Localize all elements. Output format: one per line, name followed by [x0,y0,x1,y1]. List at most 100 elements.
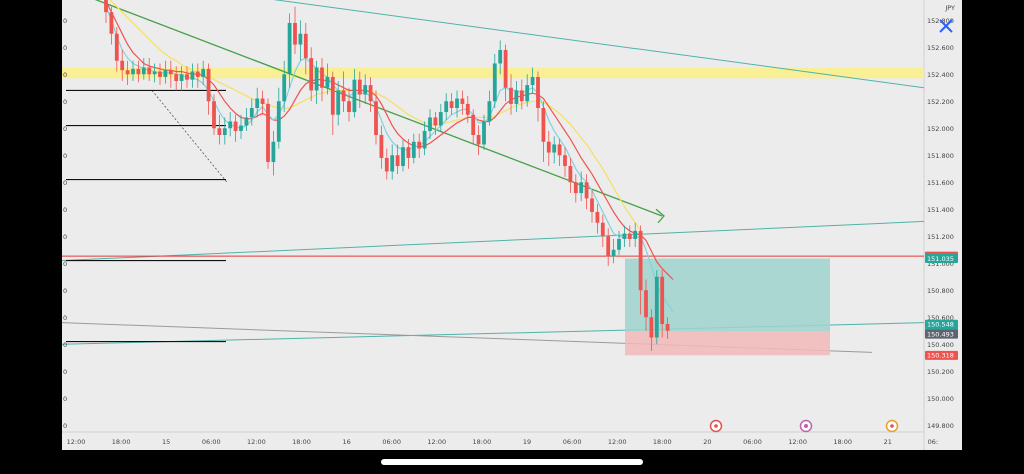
candle-body [390,155,395,172]
x-tick-label: 15 [162,438,170,446]
price-chart[interactable]: 152.8000152.6000152.4000152.2000152.0000… [62,0,962,450]
y-tick-label: 151.800 [927,152,954,160]
candle-body [120,60,125,71]
y-tick-label: 152.400 [927,71,954,79]
candle-body [325,76,330,88]
candle-body [633,230,638,239]
candle-body [471,114,476,135]
x-tick-label: 06:00 [743,438,762,446]
candle-body [568,166,573,183]
y-tick-label: 151.600 [927,179,954,187]
candle-body [411,141,416,158]
y-tick-label: 152.000 [927,125,954,133]
y-tick-stub: 0 [63,152,67,160]
arrow-line [94,0,663,217]
candle-body [503,49,508,88]
candle-body [190,71,195,80]
candle-body [595,211,600,223]
candle-body [233,121,238,131]
candle-body [514,90,519,104]
y-tick-label: 151.400 [927,206,954,214]
candle-body [627,233,632,239]
x-tick-label: 18:00 [473,438,492,446]
y-tick-stub: 0 [63,287,67,295]
candle-body [482,121,486,145]
event-icons[interactable] [709,419,899,433]
candle-body [498,49,503,64]
position-box[interactable] [625,258,830,356]
y-tick-stub: 0 [63,71,67,79]
candle-body [271,141,276,162]
currency-label: JPY [944,4,955,12]
candle-body [460,98,465,104]
candle-body [320,67,324,88]
x-tick-label: 21 [884,438,892,446]
x-tick-label: 12:00 [247,438,266,446]
candle-body [552,144,557,153]
candle-body [611,249,616,257]
price-axis[interactable]: 152.8000152.6000152.4000152.2000152.0000… [63,17,954,430]
price-tag-bg [925,329,958,339]
candle-body [573,182,578,194]
price-tag-label: 150.318 [927,352,954,360]
candle-body [600,222,605,237]
y-tick-label: 150.600 [927,314,954,322]
y-tick-stub: 0 [63,260,67,268]
candle-body [357,79,362,95]
candle-body [428,117,432,131]
y-tick-label: 150.000 [927,395,954,403]
event-icon[interactable] [885,419,899,433]
time-axis[interactable]: 12:00 18:00 15 06:00 12:00 18:00 16 06:00 12:00 1… [67,438,939,446]
candle-body [444,101,449,113]
candle-body [546,141,551,153]
candle-body [228,121,233,129]
candle-body [644,290,648,318]
x-tick-label: 18:00 [653,438,672,446]
candle-body [341,90,346,102]
candle-body [638,230,643,291]
candle-body [455,98,459,108]
candle-body [347,101,351,113]
candle-body [201,68,206,77]
ema-fast-line [105,6,674,313]
candle-body [363,85,368,95]
candle-body [336,90,341,115]
y-tick-stub: 0 [63,395,67,403]
y-tick-stub: 0 [63,422,67,430]
chart-frame: 152.8000152.6000152.4000152.2000152.0000… [62,0,962,450]
candle-body [525,85,530,102]
home-indicator[interactable] [381,459,643,465]
candle-body [266,103,270,162]
ema-slow-line [109,0,642,232]
candle-body [487,101,492,122]
candle-body [152,71,157,75]
y-tick-stub: 0 [63,125,67,133]
x-tick-label: 12:00 [788,438,807,446]
candle-body [330,76,335,115]
x-tick-label: 20 [703,438,711,446]
candle-body [239,125,243,131]
event-icon[interactable] [709,419,723,433]
moving-averages [105,0,674,313]
y-tick-label: 150.800 [927,287,954,295]
x-tick-label: 12:00 [608,438,627,446]
candle-body [417,141,422,149]
candle-body [590,198,594,212]
candle-body [433,117,438,126]
candle-body [158,71,162,77]
candle-body [530,76,535,86]
x-tick-label: 18:00 [112,438,131,446]
candle-body [293,22,297,45]
y-tick-stub: 0 [63,98,67,106]
candle-body [109,12,114,34]
x-tick-label: 19 [523,438,531,446]
event-icon[interactable] [799,419,813,433]
price-tag-bg [925,319,958,329]
price-tag-bg [925,350,958,360]
close-icon[interactable] [939,19,953,33]
candle-body [492,63,497,102]
y-tick-stub: 0 [63,314,67,322]
price-tag-label: 150.493 [927,330,954,338]
candle-body [352,79,357,113]
